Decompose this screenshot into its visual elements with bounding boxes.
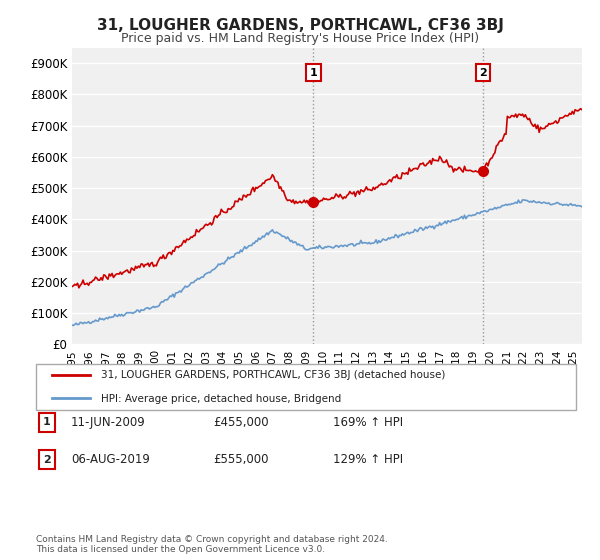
Text: £455,000: £455,000 xyxy=(213,416,269,429)
Text: 2: 2 xyxy=(479,68,487,78)
Text: Contains HM Land Registry data © Crown copyright and database right 2024.
This d: Contains HM Land Registry data © Crown c… xyxy=(36,535,388,554)
FancyBboxPatch shape xyxy=(38,413,55,432)
Text: £555,000: £555,000 xyxy=(213,453,269,466)
FancyBboxPatch shape xyxy=(36,364,576,410)
Text: 2: 2 xyxy=(43,455,50,465)
Text: 11-JUN-2009: 11-JUN-2009 xyxy=(71,416,146,429)
Text: 1: 1 xyxy=(310,68,317,78)
Text: Price paid vs. HM Land Registry's House Price Index (HPI): Price paid vs. HM Land Registry's House … xyxy=(121,32,479,45)
Text: 1: 1 xyxy=(43,417,50,427)
Text: 129% ↑ HPI: 129% ↑ HPI xyxy=(333,453,403,466)
Text: 169% ↑ HPI: 169% ↑ HPI xyxy=(333,416,403,429)
Text: 06-AUG-2019: 06-AUG-2019 xyxy=(71,453,149,466)
Text: HPI: Average price, detached house, Bridgend: HPI: Average price, detached house, Brid… xyxy=(101,394,341,404)
Text: 31, LOUGHER GARDENS, PORTHCAWL, CF36 3BJ: 31, LOUGHER GARDENS, PORTHCAWL, CF36 3BJ xyxy=(97,18,503,33)
FancyBboxPatch shape xyxy=(38,450,55,469)
Text: 31, LOUGHER GARDENS, PORTHCAWL, CF36 3BJ (detached house): 31, LOUGHER GARDENS, PORTHCAWL, CF36 3BJ… xyxy=(101,371,445,380)
